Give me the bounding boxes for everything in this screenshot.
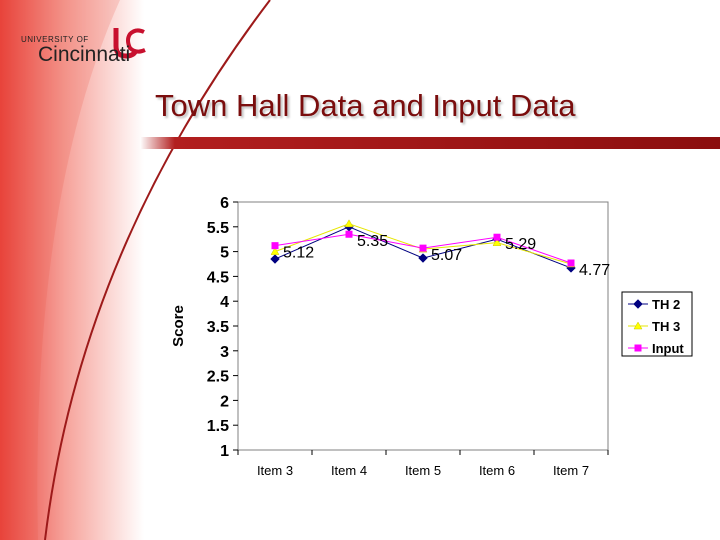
title-underline-bar [140, 137, 720, 149]
y-tick-label: 3 [220, 344, 229, 361]
plot-area [237, 201, 609, 451]
data-point [344, 219, 354, 228]
legend-label: Input [652, 341, 684, 356]
chart-legend: TH 2 TH 3 Input [621, 291, 693, 357]
university-logo [18, 12, 146, 68]
y-tick-label: 2 [220, 393, 229, 410]
data-label: 5.12 [283, 245, 314, 262]
uc-logo-mark [113, 28, 146, 59]
data-label: 5.35 [357, 233, 388, 250]
data-point [492, 238, 502, 246]
y-tick-label: 6 [220, 195, 229, 212]
y-tick-label: 1 [220, 443, 229, 460]
y-tick-label: 2.5 [207, 369, 229, 386]
data-point [419, 244, 427, 252]
x-tick-label: Item 5 [405, 463, 441, 478]
legend-label: TH 3 [652, 319, 680, 334]
y-axis: 1 1.5 2 2.5 3 3.5 4 4.5 5 5.5 6 [207, 195, 238, 460]
x-axis: Item 3 Item 4 Item 5 Item 6 Item 7 [237, 450, 609, 478]
y-tick-label: 3.5 [207, 319, 229, 336]
y-tick-label: 1.5 [207, 418, 229, 435]
legend-box [621, 291, 693, 357]
data-label: 5.07 [431, 247, 462, 264]
x-tick-label: Item 7 [553, 463, 589, 478]
legend-label: TH 2 [652, 297, 680, 312]
y-tick-label: 5 [220, 245, 229, 262]
y-axis-label: Score [170, 305, 187, 347]
slide-title: Town Hall Data and Input Data [155, 88, 576, 123]
data-point [345, 230, 353, 238]
y-tick-label: 4 [220, 294, 229, 311]
data-label: 5.29 [505, 236, 536, 253]
x-tick-label: Item 3 [257, 463, 293, 478]
x-tick-label: Item 6 [479, 463, 515, 478]
data-point [271, 242, 279, 250]
data-point [633, 299, 643, 309]
data-point [418, 253, 428, 263]
series-input [271, 230, 575, 267]
y-tick-label: 4.5 [207, 269, 229, 286]
data-point [493, 233, 501, 241]
x-tick-label: Item 4 [331, 463, 367, 478]
data-point [270, 247, 280, 255]
data-labels: 5.12 5.35 5.07 5.29 4.77 [283, 233, 610, 279]
data-point [567, 259, 575, 267]
logo-text-big: Cincinnati [38, 43, 131, 66]
data-point [633, 321, 643, 330]
series-layer [270, 219, 576, 273]
logo-text-small: UNIVERSITY OF [21, 35, 89, 44]
data-label: 4.77 [579, 262, 610, 279]
y-tick-label: 5.5 [207, 220, 229, 237]
data-point [634, 344, 642, 352]
data-point [270, 254, 280, 264]
